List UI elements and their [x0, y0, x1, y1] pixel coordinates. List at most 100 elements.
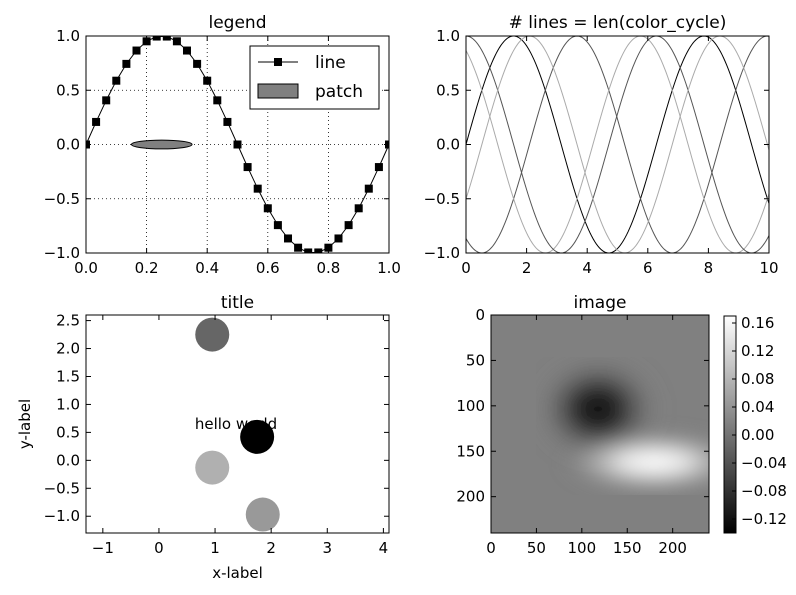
panel2-title: # lines = len(color_cycle): [509, 13, 727, 33]
panel2-series-line: [466, 36, 769, 253]
panel3-xtick-label: 1: [210, 539, 220, 557]
panel1-square-marker: [263, 204, 272, 213]
panel3-frame: [85, 314, 390, 534]
panel-legend: legend 0.0 0.2 0.4 0.6 0.8 1.0 1.0 0.5 0.0 −0.5 −…: [44, 13, 401, 277]
panel1-ytick-label: −0.5: [44, 190, 80, 208]
panel3-scatter-point: [195, 450, 230, 485]
panel1-square-marker: [233, 140, 242, 149]
colorbar-tick-label: 0.00: [741, 426, 774, 444]
panel3-yticks: 2.5 2.0 1.5 1.0 0.5 0.0 −0.5 −1.0: [44, 312, 389, 525]
panel4-xtick-label: 150: [613, 539, 642, 557]
legend-entry-line: line: [315, 53, 346, 73]
panel1-square-marker: [253, 184, 262, 193]
panel4-xtick-label: 200: [658, 539, 687, 557]
panel3-ytick-label: 0.0: [56, 451, 80, 469]
panel3-ytick-label: −1.0: [44, 507, 80, 525]
panel3-xlabel: x-label: [212, 564, 263, 582]
panel2-series-line: [466, 36, 769, 253]
panel2-ytick-label: −1.0: [424, 244, 460, 262]
panel3-ylabel: y-label: [16, 399, 34, 449]
panel3-xtick-label: 0: [154, 539, 164, 557]
panel4-ytick-label: 200: [456, 488, 485, 506]
colorbar-tick-label: 0.04: [741, 398, 774, 416]
panel3-ytick-label: 1.0: [56, 395, 80, 413]
panel4-xtick-label: 100: [568, 539, 597, 557]
panel4-xticks: 0 50 100 150 200: [486, 315, 687, 557]
legend-entry-patch: patch: [315, 82, 363, 102]
panel3-scatter-point: [195, 317, 230, 352]
panel4-ytick-label: 150: [456, 442, 485, 460]
panel1-square-marker: [354, 204, 363, 213]
panel1-ytick-label: 1.0: [56, 27, 80, 45]
panel2-xtick-label: 2: [522, 259, 532, 277]
panel1-square-marker: [334, 234, 343, 243]
panel1-xtick-label: 0.2: [135, 259, 159, 277]
panel2-ytick-label: 1.0: [436, 27, 460, 45]
colorbar-gradient: [723, 315, 737, 534]
colorbar-ticks: 0.16 0.12 0.08 0.04 0.00 −0.04 −0.08 −0.12: [732, 314, 787, 528]
panel3-xtick-label: 4: [379, 539, 389, 557]
panel1-square-marker: [162, 36, 171, 41]
panel1-square-marker: [122, 59, 131, 68]
colorbar-tick-label: 0.16: [741, 314, 774, 332]
panel1-xticks: 0.0 0.2 0.4 0.6 0.8 1.0: [74, 36, 401, 277]
colorbar: 0.16 0.12 0.08 0.04 0.00 −0.04 −0.08 −0.12: [723, 314, 787, 534]
panel3-ytick-label: 0.5: [56, 423, 80, 441]
panel1-square-marker: [193, 59, 202, 68]
panel1-xtick-label: 1.0: [377, 259, 401, 277]
panel1-square-marker: [132, 46, 141, 55]
panel3-scatter-point: [240, 419, 275, 454]
panel3-title: title: [221, 293, 254, 313]
panel4-title: image: [574, 293, 627, 313]
panel1-square-marker: [364, 184, 373, 193]
panel1-ellipse-patch: [130, 139, 193, 150]
panel2-series-line: [466, 36, 769, 253]
panel3-xtick-label: 2: [266, 539, 276, 557]
panel2-ytick-label: −0.5: [424, 190, 460, 208]
panel1-ytick-label: 0.0: [56, 136, 80, 154]
panel1-yticks: 1.0 0.5 0.0 −0.5 −1.0: [44, 27, 389, 262]
panel2-ytick-label: 0.5: [436, 81, 460, 99]
panel1-square-marker: [243, 163, 252, 172]
panel1-square-marker: [152, 36, 161, 41]
panel4-xtick-label: 50: [527, 539, 546, 557]
panel2-series-line: [466, 36, 769, 253]
panel3-scatter-point: [245, 497, 280, 532]
colorbar-tick-label: −0.12: [741, 510, 787, 528]
colorbar-tick-label: 0.08: [741, 370, 774, 388]
panel1-square-marker: [102, 96, 111, 105]
panel2-series-line: [466, 36, 769, 253]
panel3-xticks: −1 0 1 2 3 4: [92, 315, 388, 557]
panel1-square-marker: [142, 37, 151, 46]
panel1-square-marker: [314, 248, 323, 253]
panel3-ytick-label: 2.5: [56, 312, 80, 330]
panel2-frame: [465, 35, 770, 254]
panel3-annotation: hello world: [195, 415, 277, 433]
panel3-xtick-label: 3: [323, 539, 333, 557]
colorbar-tick-label: 0.12: [741, 342, 774, 360]
panel1-square-marker: [324, 243, 333, 252]
panel1-square-marker: [273, 221, 282, 230]
colorbar-tick-label: −0.08: [741, 482, 787, 500]
panel4-ytick-label: 50: [466, 351, 485, 369]
panel3-ytick-label: 2.0: [56, 340, 80, 358]
panel1-title: legend: [209, 13, 267, 33]
panel2-xtick-label: 0: [461, 259, 471, 277]
panel1-square-marker: [203, 76, 212, 85]
panel2-xtick-label: 10: [759, 259, 778, 277]
panel1-ytick-label: −1.0: [44, 244, 80, 262]
panel3-points: [195, 317, 280, 532]
legend-patch-sample: [257, 83, 299, 99]
panel1-xtick-label: 0.4: [195, 259, 219, 277]
panel-color-cycle: # lines = len(color_cycle) 0 2 4 6 8 10 1.0 0.…: [424, 13, 779, 277]
panel1-square-marker: [172, 37, 181, 46]
panel4-ytick-label: 100: [456, 397, 485, 415]
panel1-square-marker: [344, 221, 353, 230]
panel1-square-marker: [284, 234, 293, 243]
panel1-square-marker: [374, 163, 383, 172]
panel2-xtick-label: 4: [582, 259, 592, 277]
panel3-ytick-label: 1.5: [56, 367, 80, 385]
panel4-yticks: 0 50 100 150 200: [456, 306, 709, 506]
panel3-ytick-label: −0.5: [44, 479, 80, 497]
panel1-ytick-label: 0.5: [56, 81, 80, 99]
